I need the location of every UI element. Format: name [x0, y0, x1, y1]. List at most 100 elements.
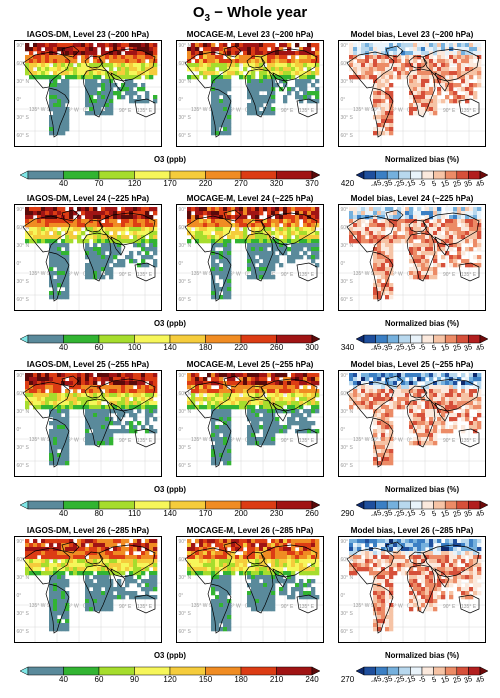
svg-text:45° W: 45° W	[227, 437, 241, 443]
ozone-colorbar-segment	[63, 170, 100, 180]
svg-text:90° E: 90° E	[281, 272, 294, 278]
bias-coastlines	[346, 375, 480, 468]
ozone-colorbar-segment	[98, 334, 135, 344]
bias-colorbar-segment	[355, 666, 365, 676]
svg-text:135° W: 135° W	[191, 271, 208, 277]
ozone-colorbar-segment	[205, 334, 242, 344]
svg-text:90° N: 90° N	[179, 373, 192, 379]
svg-text:0°: 0°	[17, 427, 22, 433]
bias-colorbar-segment	[363, 500, 376, 510]
bias-data-field	[349, 539, 482, 632]
ozone-colorbar-segment	[19, 334, 29, 344]
obs-data-field	[25, 373, 158, 466]
svg-text:60° N: 60° N	[17, 557, 30, 563]
ozone-colorbar-segment	[63, 334, 100, 344]
svg-text:30° N: 30° N	[341, 243, 354, 249]
ozone-tick-label: 70	[94, 179, 104, 188]
bias-coastlines	[346, 45, 480, 138]
ozone-tick-label: 110	[128, 509, 141, 518]
svg-text:135° E: 135° E	[461, 438, 477, 444]
svg-text:60° S: 60° S	[341, 297, 354, 303]
svg-text:135° W: 135° W	[29, 107, 46, 113]
ozone-colorbar-segment	[276, 170, 313, 180]
ozone-colorbar-segment	[169, 170, 206, 180]
svg-text:45° W: 45° W	[65, 437, 79, 443]
svg-text:90° N: 90° N	[341, 43, 354, 49]
svg-text:60° N: 60° N	[341, 225, 354, 231]
obs-coastlines	[22, 209, 156, 302]
obs-data-field	[25, 43, 158, 136]
svg-text:45° W: 45° W	[65, 603, 79, 609]
svg-text:90° N: 90° N	[17, 373, 30, 379]
svg-text:135° E: 135° E	[299, 604, 315, 610]
svg-text:30° S: 30° S	[17, 611, 30, 617]
bias-colorbar-segment	[363, 334, 376, 344]
ozone-colorbar	[19, 167, 321, 189]
svg-text:0°: 0°	[179, 97, 184, 103]
ozone-colorbar-segment	[134, 170, 171, 180]
svg-text:60° N: 60° N	[179, 557, 192, 563]
svg-text:60° S: 60° S	[17, 297, 30, 303]
ozone-colorbar-segment	[169, 666, 206, 676]
ozone-tick-label: 180	[234, 675, 248, 684]
ozone-colorbar-segment	[205, 666, 242, 676]
ozone-tick-label: 140	[163, 343, 177, 352]
svg-text:60° S: 60° S	[17, 463, 30, 469]
ozone-tick-label: 140	[163, 509, 177, 518]
ozone-colorbar-segment	[27, 170, 64, 180]
obs-coastlines	[22, 45, 156, 138]
ozone-colorbar-segment	[98, 666, 135, 676]
obs-coastlines	[22, 375, 156, 468]
svg-text:30° N: 30° N	[179, 409, 192, 415]
ozone-tick-label: 340	[340, 343, 355, 352]
svg-text:90° E: 90° E	[119, 272, 132, 278]
ozone-tick-label: 120	[163, 675, 177, 684]
obs-panel-title: IAGOS-DM, Level 23 (~200 hPa)	[26, 30, 150, 39]
bias-colorbar	[355, 167, 489, 189]
bias-colorbar-segment	[433, 334, 446, 344]
svg-text:90° E: 90° E	[281, 438, 294, 444]
model-data-field	[187, 207, 320, 300]
bias-colorbar-segment	[479, 666, 489, 676]
bias-colorbar-segment	[363, 170, 376, 180]
svg-text:45° W: 45° W	[389, 271, 403, 277]
ozone-tick-label: 300	[305, 343, 319, 352]
svg-text:30° S: 30° S	[179, 115, 192, 121]
ozone-tick-label: 40	[59, 343, 68, 352]
bias-colorbar-label: Normalized bias (%)	[384, 485, 460, 494]
ozone-colorbar-segment	[240, 170, 277, 180]
svg-text:60° S: 60° S	[17, 133, 30, 139]
svg-text:135° W: 135° W	[191, 107, 208, 113]
ozone-tick-label: 120	[127, 179, 142, 188]
figure-title: O3 − Whole year	[192, 4, 308, 24]
ozone-colorbar-label: O3 (ppb)	[153, 651, 187, 660]
svg-text:135° E: 135° E	[137, 604, 153, 610]
ozone-colorbar-segment	[19, 666, 29, 676]
ozone-colorbar-segment	[63, 666, 100, 676]
bias-colorbar	[355, 497, 489, 519]
ozone-colorbar-segment	[27, 666, 64, 676]
model-panel-title: MOCAGE-M, Level 25 (~255 hPa)	[186, 360, 314, 369]
ozone-tick-label: 210	[269, 675, 284, 684]
ozone-colorbar-segment	[19, 170, 29, 180]
bias-colorbar-segment	[433, 500, 446, 510]
svg-text:0°: 0°	[179, 261, 184, 267]
svg-text:60° N: 60° N	[341, 391, 354, 397]
svg-text:30° S: 30° S	[179, 279, 192, 285]
model-data-field	[187, 43, 320, 136]
svg-text:30° N: 30° N	[179, 79, 192, 85]
ozone-colorbar-segment	[63, 500, 100, 510]
ozone-colorbar-segment	[276, 334, 313, 344]
ozone-colorbar-segment	[98, 170, 135, 180]
svg-text:90° N: 90° N	[17, 539, 30, 545]
ozone-tick-label: 220	[198, 179, 213, 188]
svg-text:60° S: 60° S	[341, 463, 354, 469]
ozone-colorbar-segment	[19, 500, 29, 510]
svg-text:45° W: 45° W	[65, 107, 79, 113]
